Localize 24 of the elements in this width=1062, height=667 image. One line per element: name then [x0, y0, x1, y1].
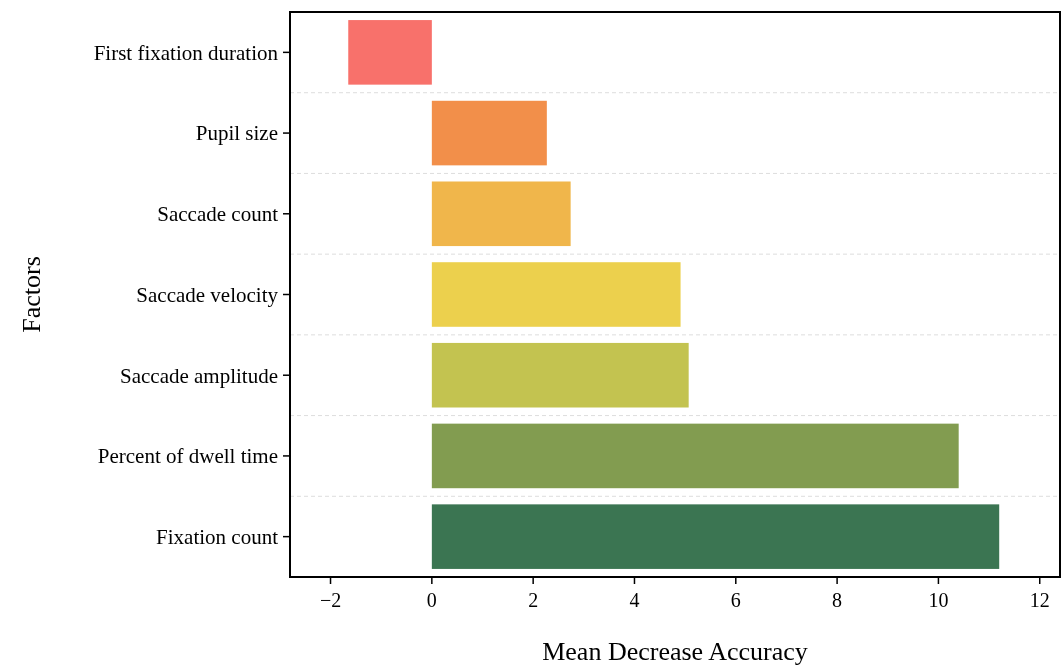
y-tick-label: Fixation count	[156, 524, 279, 549]
y-tick-label: Saccade amplitude	[119, 363, 278, 388]
x-tick-label: 4	[629, 589, 640, 611]
y-tick-label: Saccade count	[157, 202, 279, 227]
x-tick-label: 10	[928, 589, 949, 611]
bar	[431, 423, 959, 489]
x-tick-label: 6	[730, 589, 741, 611]
x-tick-label: −2	[319, 589, 342, 611]
y-tick-label: Saccade velocity	[136, 282, 279, 307]
x-tick-label: 0	[426, 589, 437, 611]
y-tick-label: Pupil size	[195, 121, 278, 146]
bar	[431, 262, 681, 327]
bar	[431, 342, 689, 408]
bar	[348, 20, 432, 85]
y-axis-title: Factors	[17, 256, 46, 333]
bar	[431, 504, 1000, 569]
bar	[431, 100, 547, 166]
x-tick-label: 12	[1029, 589, 1050, 611]
y-tick-label: First fixation duration	[93, 40, 279, 65]
x-axis-title: Mean Decrease Accuracy	[542, 637, 808, 666]
y-tick-label: Percent of dwell time	[97, 444, 278, 469]
x-tick-label: 8	[832, 589, 843, 611]
x-tick-label: 2	[528, 589, 539, 611]
bar	[431, 181, 571, 247]
